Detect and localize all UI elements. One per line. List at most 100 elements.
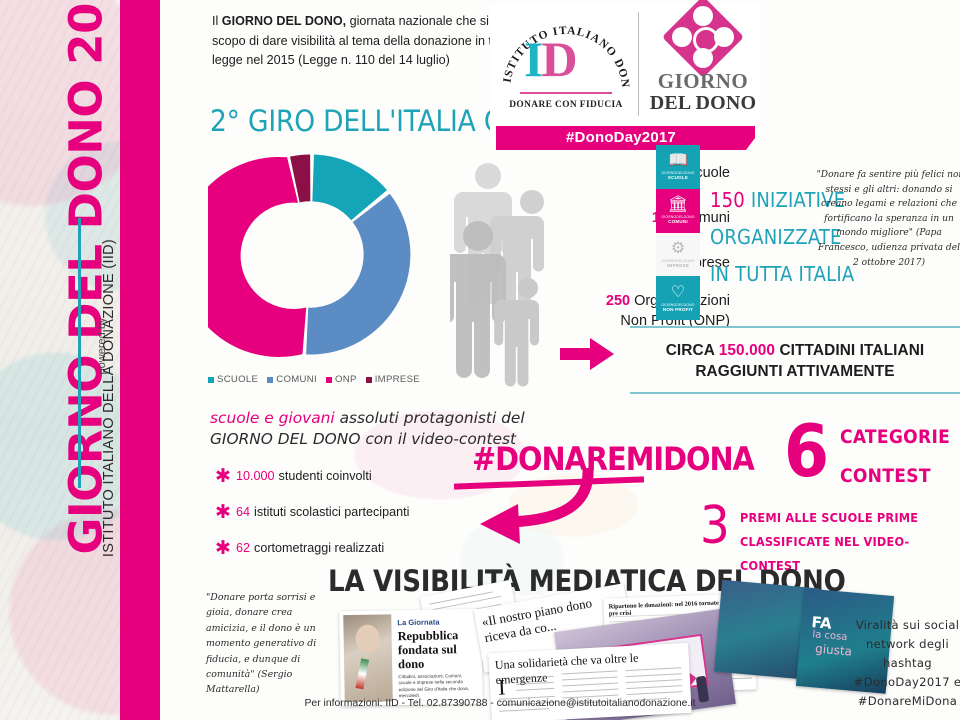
badge-top-imprese: GIORNODELDONO xyxy=(661,258,695,263)
quote-papa-francesco: "Donare fa sentire più felici noi stessi… xyxy=(816,170,960,268)
gdd-line-2: DEL DONO xyxy=(649,92,757,114)
scuole-giovani-heading: scuole e giovani assoluti protagonisti d… xyxy=(210,408,540,450)
badge-name-imprese: IMPRESE xyxy=(666,262,690,268)
iid-letter-d: D xyxy=(541,31,577,87)
slice-imprese xyxy=(290,154,311,203)
bullet-number-istituti: 64 xyxy=(236,505,251,519)
iniziative-line-3: IN TUTTA ITALIA xyxy=(710,262,855,286)
sidebar-organization: ISTITUTO ITALIANO DELLA DONAZIONE (IID) xyxy=(101,238,117,558)
iniziative-line-1: 150 INIZIATIVE xyxy=(710,182,900,219)
badge-name-comuni: COMUNI xyxy=(668,219,688,225)
iniziative-word: INIZIATIVE xyxy=(750,188,846,212)
main-content: Il GIORNO DEL DONO, giornata nazionale c… xyxy=(160,0,960,720)
hashtag-donaremidona: #DONAREMIDONA xyxy=(472,440,755,478)
petal-left-icon xyxy=(672,27,692,47)
iniziative-number: 150 xyxy=(710,188,745,212)
separator-bottom xyxy=(630,392,960,394)
contest-label-classificate: CLASSIFICATE NEL VIDEO-CONTEST xyxy=(740,534,910,573)
bullet-item-cortometraggi: ✱ 62 cortometraggi realizzati xyxy=(210,530,540,566)
legend-item-onp: ONP xyxy=(325,374,357,385)
sidebar-pink-bar xyxy=(120,0,160,720)
curved-arrow-icon xyxy=(480,467,594,544)
bullet-item-istituti: ✱ 64 istituti scolastici partecipanti xyxy=(210,494,540,530)
iid-tagline: DONARE CON FIDUCIA xyxy=(509,100,623,110)
badge-imprese: ⚙ GIORNODELDONO IMPRESE xyxy=(656,232,700,277)
bullet-text-cortometraggi: cortometraggi realizzati xyxy=(254,541,385,555)
viralita-social-text: Viralità sui social network degli hashta… xyxy=(853,618,960,708)
scuole-giovani-pink: scuole e giovani xyxy=(210,409,335,427)
circa-banner: CIRCA 150.000 CITTADINI ITALIANI RAGGIUN… xyxy=(630,340,960,382)
petal-right-icon xyxy=(714,27,734,47)
logo-block: ISTITUTO ITALIANO DONAZIONE ID DONARE CO… xyxy=(490,0,760,150)
contest-number-six: 6 xyxy=(784,409,830,493)
legend-swatch-scuole xyxy=(208,376,214,383)
sidebar-divider xyxy=(78,218,81,488)
tv-label-giusta: giusta xyxy=(814,641,853,659)
clipping-photo-mattarella xyxy=(343,614,393,703)
petal-top-icon xyxy=(693,6,713,26)
stat-label-onp-line2: Non Profit (ONP) xyxy=(620,313,730,329)
asterisk-icon: ✱ xyxy=(215,537,231,559)
portrait-head-shape xyxy=(355,624,380,653)
badge-top-non-profit: GIORNODELDONO xyxy=(661,302,695,307)
heart-icon: ♡ xyxy=(670,283,686,301)
clipping-body: Cittadini, associazioni, Comuni, scuole … xyxy=(398,673,469,699)
scuole-giovani-rest: assoluti protagonisti del GIORNO DEL DON… xyxy=(210,409,525,448)
legend-label-comuni: COMUNI xyxy=(276,374,317,385)
donut-legend: SCUOLE COMUNI ONP IMPRESE xyxy=(208,374,420,385)
contest-number-three: 3 xyxy=(700,496,730,556)
category-badges: 📖 GIORNODELDONO SCUOLE 🏛 GIORNODELDONO C… xyxy=(656,145,700,320)
circa-post: CITTADINI ITALIANI xyxy=(775,342,925,359)
slice-scuole xyxy=(312,154,387,221)
badge-scuole: 📖 GIORNODELDONO SCUOLE xyxy=(656,145,700,189)
slice-onp xyxy=(208,156,307,357)
badge-name-scuole: SCUOLE xyxy=(667,175,689,181)
iid-arc-text-svg: ISTITUTO ITALIANO DONAZIONE xyxy=(496,8,630,89)
clipping-headline: Repubblica fondata sul dono xyxy=(397,628,459,672)
arrow-right-icon xyxy=(560,338,614,370)
badge-non-profit: ♡ GIORNODELDONO NON PROFIT xyxy=(656,276,700,320)
clipping-repubblica-fondata-sul-dono: La Giornata Repubblica fondata sul dono … xyxy=(339,608,483,707)
contest-six-labels: CATEGORIE CONTEST xyxy=(840,418,960,496)
iniziative-line-2: ORGANIZZATE xyxy=(710,225,842,249)
separator-top xyxy=(630,326,960,328)
contest-label-contest: CONTEST xyxy=(840,465,931,487)
iid-monogram: ID xyxy=(524,32,608,88)
badge-comuni: 🏛 GIORNODELDONO COMUNI xyxy=(656,188,700,233)
legend-item-imprese: IMPRESE xyxy=(365,374,420,385)
legend-swatch-imprese xyxy=(365,376,372,383)
circa-pre: CIRCA xyxy=(665,342,719,359)
legend-item-comuni: COMUNI xyxy=(267,374,317,385)
bullet-number-cortometraggi: 62 xyxy=(236,541,251,555)
bullet-item-studenti: ✱ 10.000 studenti coinvolti xyxy=(210,458,540,494)
quote-sergio-mattarella: "Donare porta sorrisi e gioia, donare cr… xyxy=(206,592,317,696)
iid-rule xyxy=(520,92,612,94)
legend-item-scuole: SCUOLE xyxy=(208,374,258,385)
donoday-hashtag-bar: #DonoDay2017 xyxy=(496,126,755,150)
bank-icon: 🏛 xyxy=(667,196,689,214)
bullet-number-studenti: 10.000 xyxy=(236,469,275,483)
sidebar: GIORNO DEL DONO 2017 powered by ISTITUTO… xyxy=(0,0,160,720)
iniziative-block: 150 INIZIATIVE ORGANIZZATE IN TUTTA ITAL… xyxy=(710,182,900,293)
book-icon: 📖 xyxy=(668,152,688,170)
stat-number-onp: 250 xyxy=(605,293,631,309)
badge-top-scuole: GIORNODELDONO xyxy=(661,171,695,176)
clipping-kicker: La Giornata xyxy=(397,617,440,628)
legend-swatch-comuni xyxy=(267,376,274,383)
intro-part-1: Il xyxy=(212,14,222,28)
badge-top-comuni: GIORNODELDONO xyxy=(661,215,695,220)
iid-logo: ISTITUTO ITALIANO DONAZIONE ID DONARE CO… xyxy=(496,8,636,118)
tricolor-sash-shape xyxy=(355,658,370,690)
legend-swatch-onp xyxy=(325,376,332,383)
asterisk-icon: ✱ xyxy=(215,465,231,487)
intro-bold-giorno-del-dono: GIORNO DEL DONO, xyxy=(221,14,347,28)
scuole-bullet-list: ✱ 10.000 studenti coinvolti ✱ 64 istitut… xyxy=(210,458,540,566)
contest-three-labels: PREMI ALLE SCUOLE PRIME CLASSIFICATE NEL… xyxy=(740,506,960,578)
iid-letter-i: I xyxy=(524,31,544,87)
gdd-line-1: GIORNO xyxy=(657,69,749,93)
circa-line-2: RAGGIUNTI ATTIVAMENTE xyxy=(695,363,895,380)
logo-separator xyxy=(638,12,639,116)
petal-center-icon xyxy=(693,27,719,53)
footer-contact: Per informazioni: IID - Tel. 02.87390788… xyxy=(304,698,696,709)
